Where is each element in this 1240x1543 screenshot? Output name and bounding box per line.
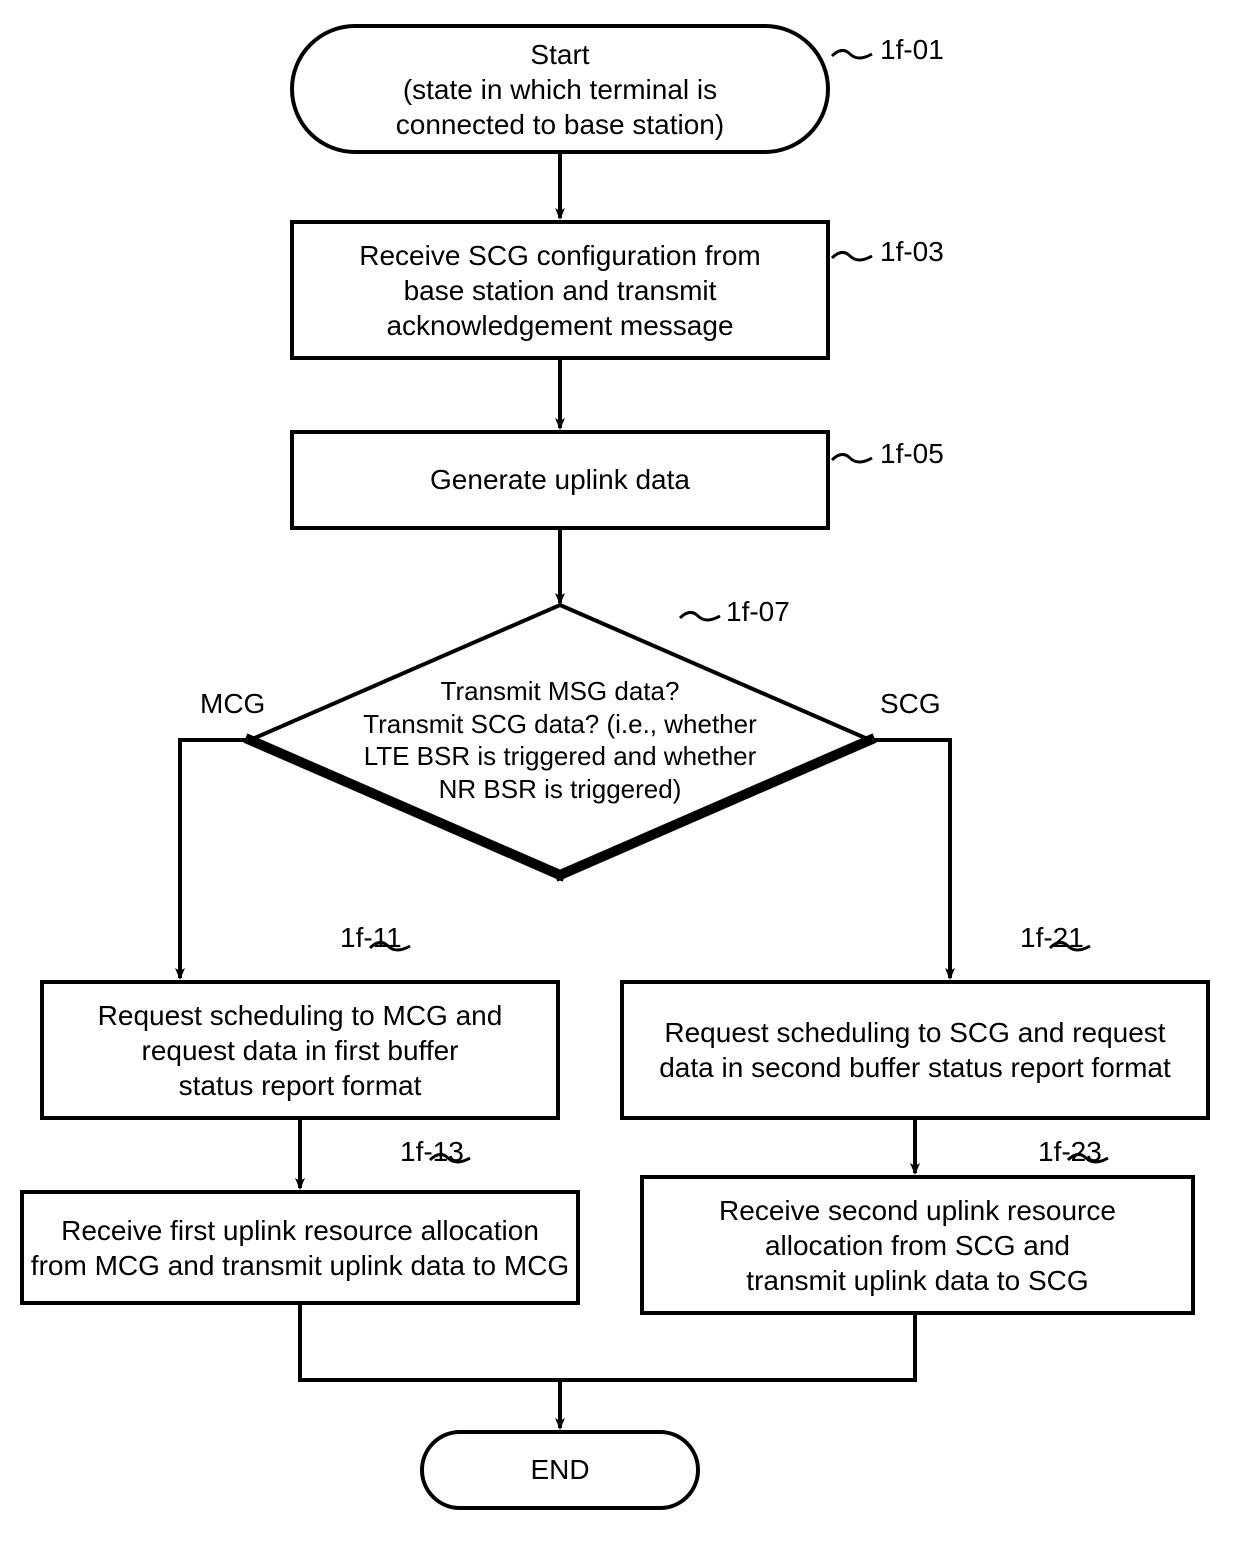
end-text: END [530,1454,589,1486]
decision-1f-07: Transmit MSG data? Transmit SCG data? (i… [330,650,790,830]
process-1f-11: Request scheduling to MCG and request da… [40,980,560,1120]
process-1f-05: Generate uplink data [290,430,830,530]
ref-1f-13: 1f-13 [400,1136,464,1168]
branch-label-mcg: MCG [200,688,265,720]
p03-text: Receive SCG configuration from base stat… [359,238,761,343]
process-1f-13: Receive first uplink resource allocation… [20,1190,580,1305]
decision-text: Transmit MSG data? Transmit SCG data? (i… [363,675,757,805]
ref-1f-07: 1f-07 [726,596,790,628]
ref-1f-21: 1f-21 [1020,922,1084,954]
end-node: END [420,1430,700,1510]
p21-text: Request scheduling to SCG and request da… [659,1015,1171,1085]
p13-text: Receive first uplink resource allocation… [31,1213,569,1283]
ref-1f-11: 1f-11 [340,922,402,954]
ref-1f-05: 1f-05 [880,438,944,470]
ref-1f-23: 1f-23 [1038,1136,1102,1168]
start-node: Start (state in which terminal is connec… [290,24,830,154]
ref-1f-01: 1f-01 [880,34,944,66]
branch-label-scg: SCG [880,688,941,720]
ref-1f-03: 1f-03 [880,236,944,268]
process-1f-23: Receive second uplink resource allocatio… [640,1175,1195,1315]
start-text: Start (state in which terminal is connec… [396,37,724,142]
process-1f-03: Receive SCG configuration from base stat… [290,220,830,360]
p05-text: Generate uplink data [430,464,690,496]
p11-text: Request scheduling to MCG and request da… [98,998,503,1103]
process-1f-21: Request scheduling to SCG and request da… [620,980,1210,1120]
p23-text: Receive second uplink resource allocatio… [719,1193,1116,1298]
